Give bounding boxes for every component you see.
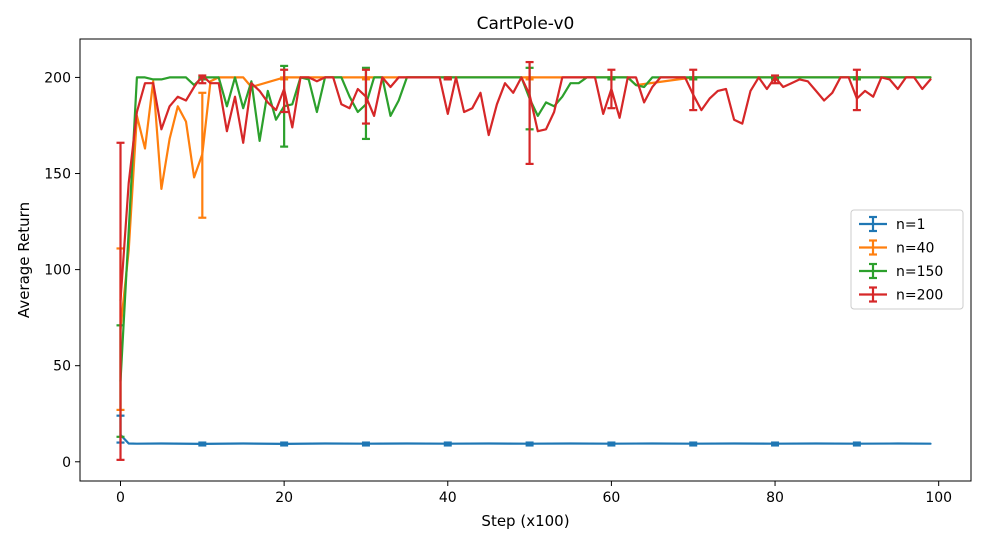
plot-frame xyxy=(79,38,972,482)
y-tick-label: 200 xyxy=(44,70,71,86)
legend: n=1 n=40 n=150 n=200 xyxy=(850,209,964,310)
y-tick-label: 100 xyxy=(44,263,71,279)
chart-title: CartPole-v0 xyxy=(477,14,575,34)
legend-item-n40: n=40 xyxy=(859,239,934,257)
series-layer xyxy=(116,60,932,461)
x-tick-label: 0 xyxy=(116,490,125,506)
series-n1 xyxy=(116,414,932,447)
legend-label: n=200 xyxy=(896,288,943,304)
y-tick-label: 150 xyxy=(44,167,71,183)
x-axis-title: Step (x100) xyxy=(481,512,569,530)
y-axis-title: Average Return xyxy=(15,202,33,318)
legend-item-n1: n=1 xyxy=(859,215,926,233)
x-tick-label: 20 xyxy=(275,490,293,506)
y-tick-label: 50 xyxy=(53,359,71,375)
axes-layer: 0 20 40 60 80 100 0 50 100 150 200 xyxy=(44,70,952,506)
series-line-n1 xyxy=(119,433,932,445)
legend-box xyxy=(850,209,964,310)
x-tick-label: 60 xyxy=(602,490,620,506)
legend-label: n=150 xyxy=(896,264,943,280)
x-tick-label: 40 xyxy=(439,490,457,506)
series-line-n200 xyxy=(119,74,932,302)
legend-item-n200: n=200 xyxy=(859,286,943,304)
legend-label: n=1 xyxy=(896,217,926,233)
x-tick-label: 80 xyxy=(766,490,784,506)
plot-area xyxy=(80,39,971,481)
y-tick-label: 0 xyxy=(62,455,71,471)
legend-item-n150: n=150 xyxy=(859,262,943,280)
legend-label: n=40 xyxy=(896,241,934,257)
x-tick-label: 100 xyxy=(925,490,952,506)
series-n200 xyxy=(116,60,932,461)
